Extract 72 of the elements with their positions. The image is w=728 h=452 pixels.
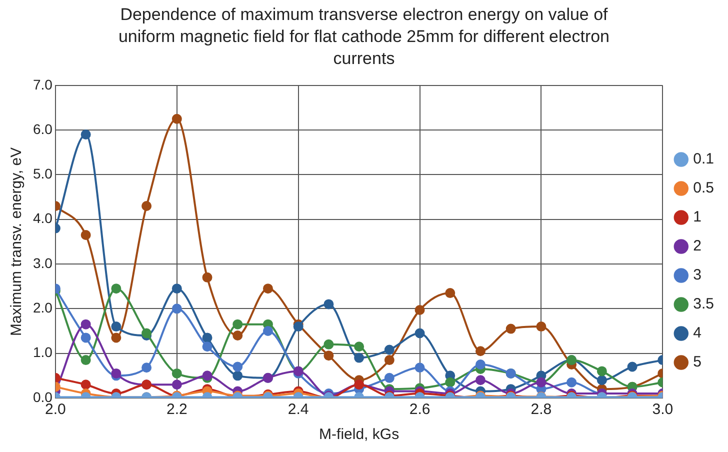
chart-title: Dependence of maximum transverse electron energy on value of uniform magnetic field for flat cathode 25mm for different electron currents bbox=[117, 4, 611, 70]
point bbox=[324, 299, 334, 310]
point bbox=[111, 332, 122, 343]
point bbox=[475, 360, 486, 370]
legend-label: 3 bbox=[693, 266, 702, 284]
point bbox=[384, 355, 394, 366]
x-tick-label: 2.4 bbox=[288, 401, 309, 418]
point bbox=[172, 380, 182, 390]
point bbox=[111, 284, 122, 294]
point bbox=[142, 362, 152, 373]
point bbox=[172, 368, 182, 378]
point bbox=[172, 114, 182, 124]
point bbox=[354, 342, 364, 352]
point bbox=[232, 330, 243, 340]
x-tick-label: 3.0 bbox=[652, 401, 674, 418]
x-tick-label: 2.2 bbox=[166, 401, 188, 418]
point bbox=[536, 322, 546, 332]
y-axis-title: Maximum transv. energy, eV bbox=[8, 147, 26, 336]
x-tick-label: 2.8 bbox=[530, 401, 552, 418]
point bbox=[232, 362, 243, 372]
point bbox=[80, 332, 91, 343]
point bbox=[232, 370, 243, 381]
point bbox=[596, 375, 607, 386]
point bbox=[262, 326, 273, 336]
point bbox=[262, 284, 273, 294]
point bbox=[232, 319, 243, 330]
point bbox=[445, 377, 456, 388]
point bbox=[202, 342, 212, 352]
point bbox=[475, 375, 486, 386]
point bbox=[596, 366, 607, 376]
legend-label: 4 bbox=[693, 324, 702, 342]
x-axis-title: M-field, kGs bbox=[319, 426, 400, 444]
legend-label: 5 bbox=[693, 354, 702, 371]
legend-label: 0.1 bbox=[693, 150, 714, 168]
y-tick-label: 6.0 bbox=[32, 120, 53, 137]
point bbox=[414, 328, 425, 338]
point bbox=[172, 304, 182, 314]
point bbox=[384, 344, 394, 355]
point bbox=[506, 324, 516, 334]
point bbox=[324, 350, 334, 361]
point bbox=[111, 368, 122, 378]
point bbox=[80, 319, 91, 330]
point bbox=[202, 272, 212, 282]
point bbox=[293, 322, 304, 332]
point bbox=[142, 200, 152, 211]
x-tick-label: 2.6 bbox=[409, 401, 430, 418]
point bbox=[445, 288, 456, 298]
point bbox=[111, 322, 122, 332]
y-tick-label: 1.0 bbox=[32, 344, 53, 360]
legend-label: 1 bbox=[693, 208, 702, 226]
point bbox=[202, 332, 212, 343]
point bbox=[566, 377, 577, 388]
legend-label: 0.5 bbox=[693, 180, 714, 197]
y-tick-label: 3.0 bbox=[32, 254, 53, 271]
point bbox=[384, 372, 394, 383]
legend-label: 2 bbox=[693, 238, 702, 255]
point bbox=[475, 346, 486, 356]
y-tick-label: 7.0 bbox=[32, 76, 53, 92]
point bbox=[354, 352, 364, 363]
point bbox=[324, 339, 334, 350]
legend-label: 3.5 bbox=[693, 296, 714, 313]
y-tick-label: 2.0 bbox=[32, 300, 53, 316]
point bbox=[80, 355, 91, 366]
point bbox=[414, 362, 425, 373]
y-tick-label: 5.0 bbox=[32, 166, 53, 182]
point bbox=[80, 230, 91, 240]
point bbox=[627, 362, 638, 372]
point bbox=[80, 130, 91, 140]
y-tick-label: 4.0 bbox=[32, 210, 53, 226]
point bbox=[80, 380, 91, 390]
point bbox=[172, 284, 182, 294]
point bbox=[414, 305, 425, 316]
